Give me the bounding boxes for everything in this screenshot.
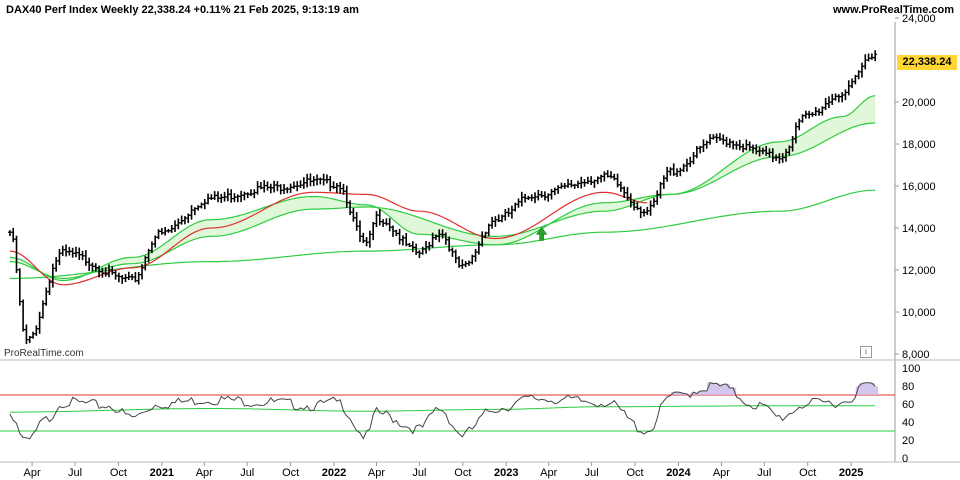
watermark: ProRealTime.com: [4, 348, 84, 359]
rsi-tick-label: 0: [902, 453, 908, 465]
time-tick-label: Oct: [799, 467, 816, 479]
time-tick-label: 2023: [494, 467, 518, 479]
time-tick-label: Apr: [368, 467, 385, 479]
rsi-tick-label: 80: [902, 381, 914, 393]
time-tick-label: Jul: [412, 467, 426, 479]
time-tick-label: 2022: [322, 467, 346, 479]
time-tick-label: Apr: [24, 467, 41, 479]
ema-fast-line: [9, 95, 876, 282]
info-icon[interactable]: i: [860, 346, 872, 358]
buy-signal-arrow: [536, 226, 548, 241]
rsi-tick-label: 60: [902, 399, 914, 411]
red-ma-line: [9, 191, 648, 286]
time-tick-label: Jul: [585, 467, 599, 479]
ema-mid-line: [9, 122, 876, 280]
time-tick-label: Jul: [68, 467, 82, 479]
rsi-overbought-fill: [670, 382, 879, 395]
brand-link[interactable]: www.ProRealTime.com: [832, 4, 954, 16]
time-tick-label: Oct: [626, 467, 643, 479]
price-tick-label: 16,000: [902, 181, 936, 193]
last-price-badge: 22,338.24: [897, 55, 957, 70]
time-tick-label: Apr: [196, 467, 213, 479]
rsi-ma-line: [9, 405, 876, 413]
time-tick-label: Oct: [282, 467, 299, 479]
chart-title: DAX40 Perf Index Weekly 22,338.24 +0.11%…: [6, 4, 359, 16]
time-tick-label: Apr: [540, 467, 557, 479]
ema-long-line: [9, 189, 876, 279]
time-tick-label: 2021: [150, 467, 174, 479]
price-tick-label: 24,000: [902, 13, 936, 25]
time-tick-label: Apr: [713, 467, 730, 479]
price-tick-label: 20,000: [902, 97, 936, 109]
price-tick-label: 18,000: [902, 139, 936, 151]
rsi-tick-label: 100: [902, 363, 920, 375]
rsi-line: [9, 381, 876, 440]
price-tick-label: 10,000: [902, 307, 936, 319]
price-tick-label: 8,000: [902, 349, 930, 361]
ema-band-fill: [9, 95, 876, 281]
time-tick-label: Jul: [240, 467, 254, 479]
price-tick-label: 12,000: [902, 265, 936, 277]
rsi-tick-label: 20: [902, 435, 914, 447]
time-tick-label: 2025: [839, 467, 863, 479]
rsi-tick-label: 40: [902, 417, 914, 429]
time-tick-label: Oct: [110, 467, 127, 479]
time-tick-label: Oct: [454, 467, 471, 479]
price-tick-label: 14,000: [902, 223, 936, 235]
time-tick-label: Jul: [757, 467, 771, 479]
time-tick-label: 2024: [666, 467, 691, 479]
